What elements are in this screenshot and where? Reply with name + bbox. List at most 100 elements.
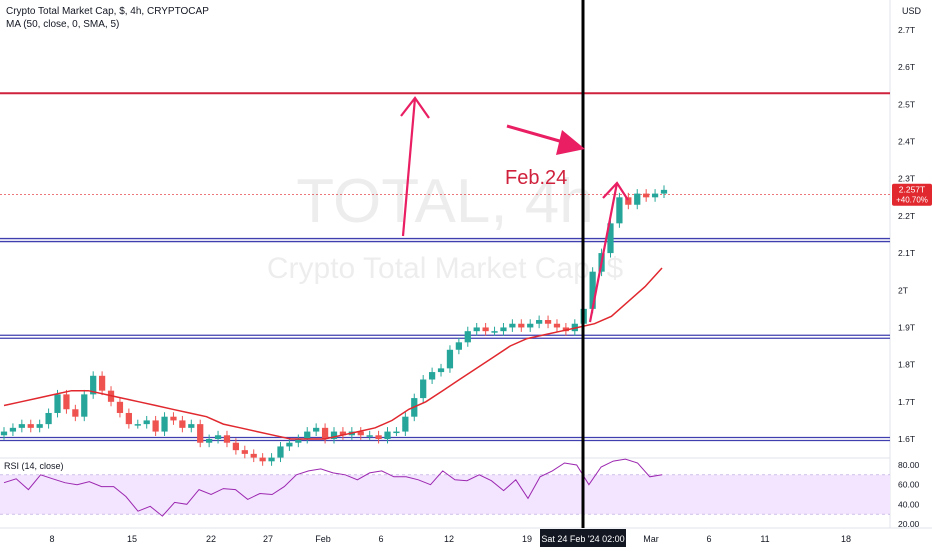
candle-body: [143, 420, 150, 425]
annotation-label: Feb.24: [505, 167, 567, 189]
rsi-axis: 80.00 60.00 40.00 20.00: [898, 460, 920, 529]
candle-body: [420, 379, 427, 399]
candle-body: [286, 442, 293, 447]
arrow-diagonal-head: [556, 130, 585, 155]
price-badge-bg: [892, 183, 932, 206]
rsi-tick-label: 20.00: [898, 519, 920, 529]
candle-body: [268, 457, 275, 462]
price-tick-label: 2.7T: [898, 25, 915, 35]
crosshair-date-bg: [540, 529, 626, 547]
candle-body: [634, 193, 641, 205]
candle-body: [375, 435, 382, 439]
currency-label[interactable]: USD: [902, 6, 922, 16]
price-tick-label: 2.5T: [898, 99, 915, 109]
candle-body: [304, 431, 311, 439]
watermark-ticker: TOTAL, 4h: [296, 167, 594, 236]
rsi-line: [3, 458, 663, 517]
time-tick-label: 6: [378, 534, 383, 544]
time-tick-label: 27: [263, 534, 273, 544]
candle-body: [313, 427, 320, 432]
candle-body: [464, 331, 471, 343]
time-tick-label: Mar: [643, 534, 659, 544]
candle-body: [170, 416, 177, 421]
price-tick-label: 2.4T: [898, 137, 915, 147]
candle-body: [402, 416, 409, 432]
time-tick-label: 11: [760, 534, 769, 544]
annotation-arrows: [400, 96, 629, 323]
ma-line: [3, 267, 663, 440]
candle-body: [241, 450, 248, 454]
arrow-up-left: [401, 97, 417, 237]
candle-body: [81, 394, 88, 417]
time-tick-label: 6: [706, 534, 711, 544]
time-tick-label: 8: [49, 534, 54, 544]
candle-body: [625, 197, 632, 205]
price-badge: 2.257T +40.70%: [892, 183, 932, 206]
candle-body: [152, 420, 159, 432]
candle-body: [259, 457, 266, 462]
candle-body: [161, 416, 168, 432]
candle-body: [116, 401, 124, 413]
candle-body: [607, 223, 614, 254]
candle-body: [321, 427, 329, 439]
price-tick-label: 2.3T: [898, 174, 915, 184]
candle-body: [72, 409, 79, 417]
candle-body: [500, 327, 507, 332]
candle-body: [589, 271, 596, 309]
price-tick-label: 1.7T: [898, 397, 915, 407]
candle-body: [651, 193, 659, 198]
candle-body: [45, 412, 52, 425]
candle-body: [643, 193, 650, 198]
candle-body: [616, 197, 623, 224]
time-tick-label: 19: [522, 534, 532, 544]
candle-body: [509, 323, 516, 328]
candle-body: [277, 446, 284, 458]
candle-body: [36, 424, 43, 428]
candle-body: [18, 424, 25, 428]
price-tick-label: 1.6T: [898, 434, 915, 444]
candle-body: [437, 368, 445, 373]
arrow-up-left-head: [400, 96, 430, 119]
price-tick-label: 2.6T: [898, 62, 915, 72]
time-tick-label: Feb: [315, 534, 331, 544]
candle-body: [250, 453, 257, 458]
price-tick-label: 2T: [898, 285, 908, 295]
candle-body: [491, 331, 498, 333]
time-axis: 8 15 22 27 Feb 6 12 19 Mar 6 11 18: [49, 534, 851, 544]
candle-body: [330, 431, 338, 439]
candle-body: [482, 327, 489, 332]
candle-body: [9, 427, 17, 432]
candle-body: [527, 323, 534, 328]
arrow-up-right: [588, 182, 619, 323]
time-tick-label: 12: [444, 534, 454, 544]
candle-body: [553, 323, 561, 328]
horizontal-levels: [0, 92, 890, 442]
candle-body: [455, 342, 462, 350]
indicator-title[interactable]: MA (50, close, 0, SMA, 5): [6, 19, 119, 30]
candle-body: [366, 435, 373, 437]
time-tick-label: 15: [127, 534, 137, 544]
candle-body: [393, 431, 400, 434]
candle-body: [384, 431, 391, 439]
price-tick-label: 1.8T: [898, 360, 915, 370]
candle-body: [125, 412, 132, 425]
price-badge-change: +40.70%: [896, 196, 928, 205]
candle-body: [27, 424, 34, 428]
candle-body: [179, 420, 186, 428]
rsi-tick-label: 40.00: [898, 499, 920, 509]
candle-body: [232, 442, 240, 451]
candle-body: [339, 431, 347, 436]
crosshair-date-label: Sat 24 Feb '24 02:00: [541, 534, 624, 544]
symbol-title[interactable]: Crypto Total Market Cap, $, 4h, CRYPTOCA…: [6, 6, 209, 17]
candles: [0, 185, 668, 466]
rsi-title[interactable]: RSI (14, close): [4, 461, 64, 471]
candle-body: [63, 394, 70, 410]
candle-body: [536, 320, 543, 324]
watermark-name: Crypto Total Market Cap, $: [267, 252, 624, 285]
rsi-tick-label: 80.00: [898, 460, 920, 470]
candle-body: [357, 431, 364, 436]
candle-body: [0, 431, 8, 436]
candle-body: [206, 439, 213, 443]
